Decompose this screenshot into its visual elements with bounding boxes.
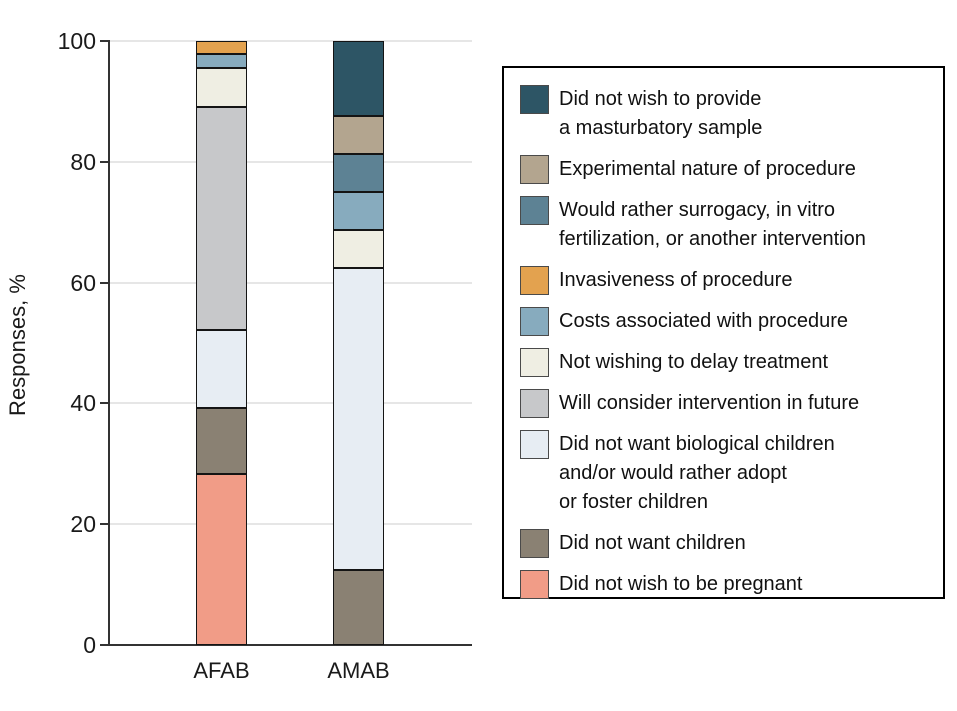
x-category-label-amab: AMAB [327, 658, 390, 683]
bar-segment [333, 569, 384, 645]
bar-segment [196, 408, 247, 475]
legend-label: Costs associated with procedure [559, 310, 849, 332]
bar-segment [196, 41, 247, 55]
legend-label: Did not wish to be pregnant [559, 573, 803, 595]
y-tick-60 [100, 281, 108, 284]
y-tick-40 [100, 402, 108, 405]
bar-segment [333, 154, 384, 193]
legend-swatch [520, 266, 549, 295]
bar-amab [333, 41, 384, 645]
legend-item: Will consider intervention in future [520, 389, 933, 418]
legend-label: Experimental nature of procedure [559, 158, 856, 180]
bar-segment [196, 54, 247, 68]
y-tick-label-20: 20 [70, 511, 96, 538]
y-axis-title: Responses, % [5, 274, 30, 416]
legend-swatch [520, 389, 549, 418]
bar-segment [333, 116, 384, 155]
legend-item: Invasiveness of procedure [520, 266, 933, 295]
bar-segment [333, 192, 384, 231]
legend-swatch [520, 307, 549, 336]
legend-swatch [520, 570, 549, 599]
legend-item: Not wishing to delay treatment [520, 348, 933, 377]
legend-label: Would rather surrogacy, in vitro fertiliz… [559, 199, 866, 250]
legend-label: Invasiveness of procedure [559, 269, 793, 291]
y-tick-label-80: 80 [70, 148, 96, 175]
x-category-label-afab: AFAB [193, 658, 250, 683]
legend-swatch [520, 155, 549, 184]
y-tick-label-40: 40 [70, 390, 96, 417]
y-tick-20 [100, 523, 108, 526]
y-tick-80 [100, 160, 108, 163]
bar-segment [196, 474, 247, 645]
legend-swatch [520, 430, 549, 459]
gridline-60 [108, 281, 472, 284]
bar-segment [196, 67, 247, 107]
legend-item: Did not want biological children and/or w… [520, 430, 933, 517]
legend-item: Did not wish to be pregnant [520, 570, 933, 599]
legend-item: Would rather surrogacy, in vitro fertiliz… [520, 196, 933, 254]
legend-swatch [520, 529, 549, 558]
legend-label: Did not want children [559, 532, 746, 554]
bar-segment [196, 106, 247, 330]
legend-swatch [520, 196, 549, 225]
legend-swatch [520, 348, 549, 377]
y-tick-100 [100, 40, 108, 42]
legend-label: Did not want biological children and/or w… [559, 433, 835, 513]
bar-afab [196, 41, 247, 645]
bar-segment [196, 330, 247, 409]
legend-item: Did not wish to provide a masturbatory sa… [520, 85, 933, 143]
legend-box: Did not wish to provide a masturbatory sa… [502, 66, 945, 599]
bar-segment [333, 268, 384, 570]
gridline-80 [108, 160, 472, 163]
y-tick-0 [100, 644, 108, 646]
legend-label: Not wishing to delay treatment [559, 351, 829, 373]
gridline-100 [108, 40, 472, 42]
y-tick-label-60: 60 [70, 269, 96, 296]
legend-swatch [520, 85, 549, 114]
legend-label: Will consider intervention in future [559, 392, 860, 414]
gridline-40 [108, 402, 472, 405]
y-tick-label-0: 0 [83, 632, 96, 658]
y-tick-label-100: 100 [57, 28, 96, 54]
bar-segment [333, 230, 384, 269]
legend-item: Costs associated with procedure [520, 307, 933, 336]
x-axis-line [108, 644, 472, 646]
legend-item: Experimental nature of procedure [520, 155, 933, 184]
y-axis-line [108, 40, 110, 646]
gridline-20 [108, 523, 472, 526]
legend-item: Did not want children [520, 529, 933, 558]
legend-label: Did not wish to provide a masturbatory sa… [559, 88, 763, 139]
bar-segment [333, 41, 384, 117]
